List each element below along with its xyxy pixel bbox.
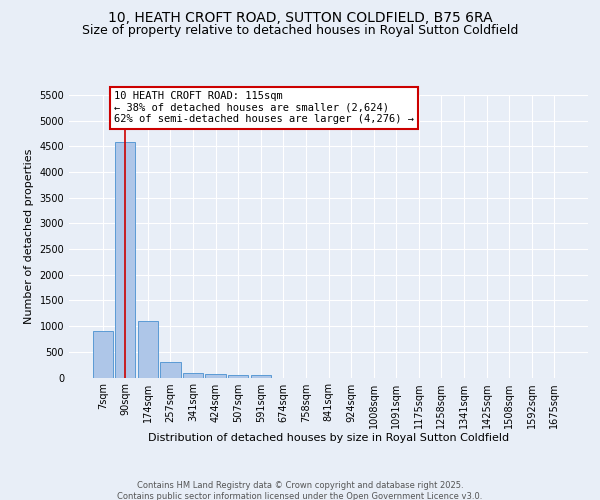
Bar bbox=[92, 332, 113, 378]
Bar bbox=[228, 374, 248, 378]
Text: 10 HEATH CROFT ROAD: 115sqm
← 38% of detached houses are smaller (2,624)
62% of : 10 HEATH CROFT ROAD: 115sqm ← 38% of det… bbox=[114, 91, 414, 124]
Bar bbox=[183, 373, 203, 378]
X-axis label: Distribution of detached houses by size in Royal Sutton Coldfield: Distribution of detached houses by size … bbox=[148, 434, 509, 444]
Bar bbox=[115, 142, 136, 378]
Text: 10, HEATH CROFT ROAD, SUTTON COLDFIELD, B75 6RA: 10, HEATH CROFT ROAD, SUTTON COLDFIELD, … bbox=[107, 11, 493, 25]
Bar bbox=[138, 321, 158, 378]
Y-axis label: Number of detached properties: Number of detached properties bbox=[24, 148, 34, 324]
Bar bbox=[160, 362, 181, 378]
Bar bbox=[205, 374, 226, 378]
Bar bbox=[251, 375, 271, 378]
Text: Contains public sector information licensed under the Open Government Licence v3: Contains public sector information licen… bbox=[118, 492, 482, 500]
Text: Contains HM Land Registry data © Crown copyright and database right 2025.: Contains HM Land Registry data © Crown c… bbox=[137, 481, 463, 490]
Text: Size of property relative to detached houses in Royal Sutton Coldfield: Size of property relative to detached ho… bbox=[82, 24, 518, 37]
